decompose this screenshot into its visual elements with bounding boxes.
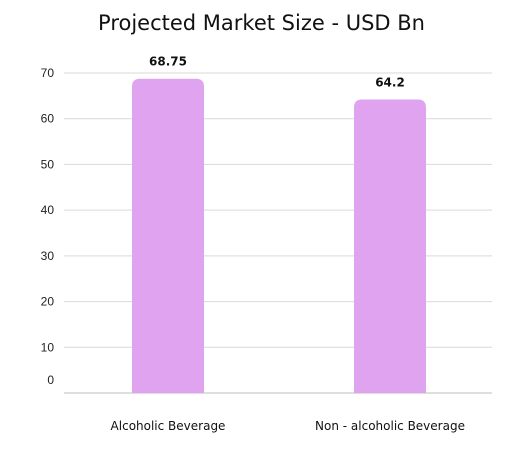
bars xyxy=(132,78,426,393)
y-tick-label-20: 20 xyxy=(41,295,55,309)
y-axis-tick-labels: 0 10 20 30 40 50 60 70 xyxy=(41,66,55,387)
y-tick-label-30: 30 xyxy=(41,249,55,263)
y-tick-label-0: 0 xyxy=(47,373,54,387)
category-label-0: Alcoholic Beverage xyxy=(111,419,226,433)
y-tick-label-60: 60 xyxy=(41,112,55,126)
bar-alcoholic-beverage xyxy=(132,78,204,393)
y-tick-label-40: 40 xyxy=(41,203,55,217)
y-tick-label-70: 70 xyxy=(41,66,55,80)
y-tick-label-50: 50 xyxy=(41,157,55,171)
data-label-0: 68.75 xyxy=(149,55,187,69)
y-tick-label-10: 10 xyxy=(41,340,55,354)
chart-title: Projected Market Size - USD Bn xyxy=(98,11,425,35)
data-labels: 68.75 64.2 xyxy=(149,55,405,90)
data-label-1: 64.2 xyxy=(375,76,405,90)
bar-non-alcoholic-beverage xyxy=(354,99,426,393)
gridlines xyxy=(64,72,492,394)
category-label-1: Non - alcoholic Beverage xyxy=(315,419,465,433)
x-axis-category-labels: Alcoholic Beverage Non - alcoholic Bevera… xyxy=(111,419,465,433)
